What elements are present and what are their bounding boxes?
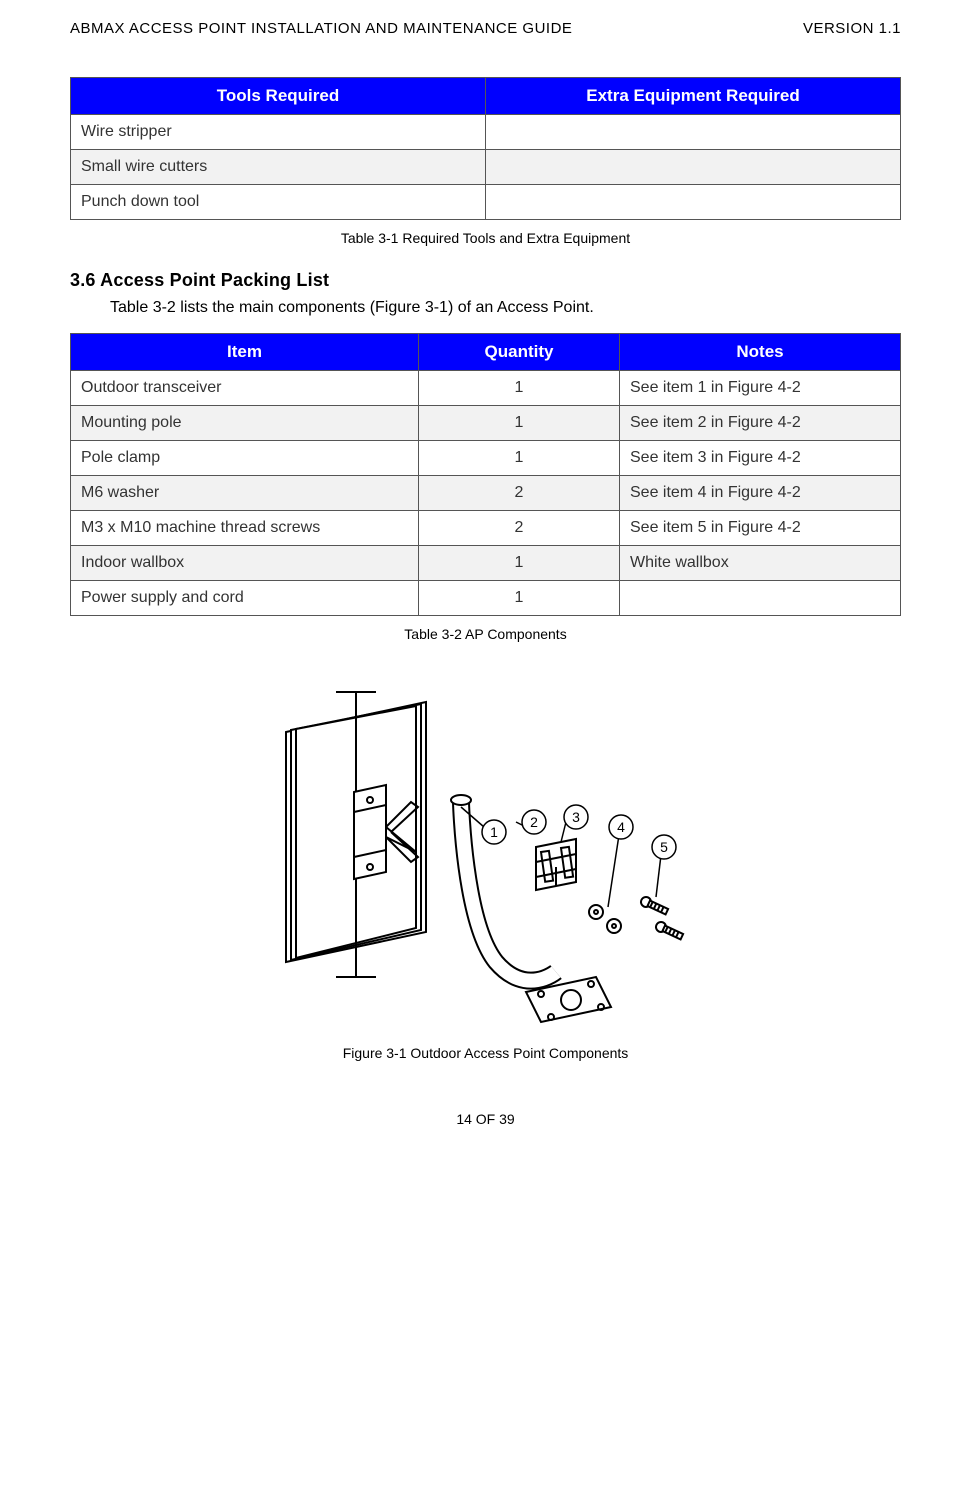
tools-table-caption: Table 3-1 Required Tools and Extra Equip… bbox=[70, 230, 901, 246]
callout-1: 1 bbox=[490, 824, 498, 840]
table-row: Power supply and cord 1 bbox=[71, 581, 901, 616]
comp-cell: Pole clamp bbox=[71, 441, 419, 476]
callout-2: 2 bbox=[530, 814, 538, 830]
callout-4: 4 bbox=[617, 819, 625, 835]
tools-cell bbox=[486, 115, 901, 150]
comp-cell: 1 bbox=[419, 581, 620, 616]
table-row: Indoor wallbox 1 White wallbox bbox=[71, 546, 901, 581]
outdoor-ap-diagram-icon: 1 2 3 4 5 bbox=[236, 672, 736, 1032]
table-row: Wire stripper bbox=[71, 115, 901, 150]
section-text: Table 3-2 lists the main components (Fig… bbox=[110, 299, 901, 317]
table-row: Pole clamp 1 See item 3 in Figure 4-2 bbox=[71, 441, 901, 476]
comp-cell: 1 bbox=[419, 441, 620, 476]
comp-th-item: Item bbox=[71, 334, 419, 371]
figure-container: 1 2 3 4 5 Figure 3-1 Outdoor Access Poin… bbox=[70, 672, 901, 1061]
components-table-caption: Table 3-2 AP Components bbox=[70, 626, 901, 642]
table-row: Outdoor transceiver 1 See item 1 in Figu… bbox=[71, 371, 901, 406]
header-right: VERSION 1.1 bbox=[803, 20, 901, 37]
tools-cell bbox=[486, 185, 901, 220]
comp-cell: White wallbox bbox=[620, 546, 901, 581]
table-row: M6 washer 2 See item 4 in Figure 4-2 bbox=[71, 476, 901, 511]
page-footer: 14 OF 39 bbox=[70, 1111, 901, 1127]
tools-th-2: Extra Equipment Required bbox=[486, 78, 901, 115]
tools-table: Tools Required Extra Equipment Required … bbox=[70, 77, 901, 220]
section-title: 3.6 Access Point Packing List bbox=[70, 270, 901, 291]
comp-cell: See item 5 in Figure 4-2 bbox=[620, 511, 901, 546]
header-left: ABMAX ACCESS POINT INSTALLATION AND MAIN… bbox=[70, 20, 572, 37]
table-row: M3 x M10 machine thread screws 2 See ite… bbox=[71, 511, 901, 546]
table-row: Punch down tool bbox=[71, 185, 901, 220]
tools-th-1: Tools Required bbox=[71, 78, 486, 115]
components-table: Item Quantity Notes Outdoor transceiver … bbox=[70, 333, 901, 616]
page-header: ABMAX ACCESS POINT INSTALLATION AND MAIN… bbox=[70, 20, 901, 37]
callout-5: 5 bbox=[660, 839, 668, 855]
comp-th-qty: Quantity bbox=[419, 334, 620, 371]
tools-cell: Punch down tool bbox=[71, 185, 486, 220]
tools-cell: Small wire cutters bbox=[71, 150, 486, 185]
tools-cell bbox=[486, 150, 901, 185]
comp-cell: Indoor wallbox bbox=[71, 546, 419, 581]
comp-cell: 1 bbox=[419, 546, 620, 581]
comp-cell: Mounting pole bbox=[71, 406, 419, 441]
comp-cell: See item 2 in Figure 4-2 bbox=[620, 406, 901, 441]
comp-cell: M6 washer bbox=[71, 476, 419, 511]
table-row: Small wire cutters bbox=[71, 150, 901, 185]
comp-cell: 1 bbox=[419, 371, 620, 406]
comp-cell: See item 3 in Figure 4-2 bbox=[620, 441, 901, 476]
comp-cell: 1 bbox=[419, 406, 620, 441]
figure-caption: Figure 3-1 Outdoor Access Point Componen… bbox=[70, 1045, 901, 1061]
tools-cell: Wire stripper bbox=[71, 115, 486, 150]
callout-3: 3 bbox=[572, 809, 580, 825]
comp-cell bbox=[620, 581, 901, 616]
comp-cell: 2 bbox=[419, 511, 620, 546]
comp-cell: Outdoor transceiver bbox=[71, 371, 419, 406]
comp-cell: See item 4 in Figure 4-2 bbox=[620, 476, 901, 511]
comp-cell: See item 1 in Figure 4-2 bbox=[620, 371, 901, 406]
comp-cell: M3 x M10 machine thread screws bbox=[71, 511, 419, 546]
table-row: Mounting pole 1 See item 2 in Figure 4-2 bbox=[71, 406, 901, 441]
comp-cell: 2 bbox=[419, 476, 620, 511]
comp-cell: Power supply and cord bbox=[71, 581, 419, 616]
comp-th-notes: Notes bbox=[620, 334, 901, 371]
